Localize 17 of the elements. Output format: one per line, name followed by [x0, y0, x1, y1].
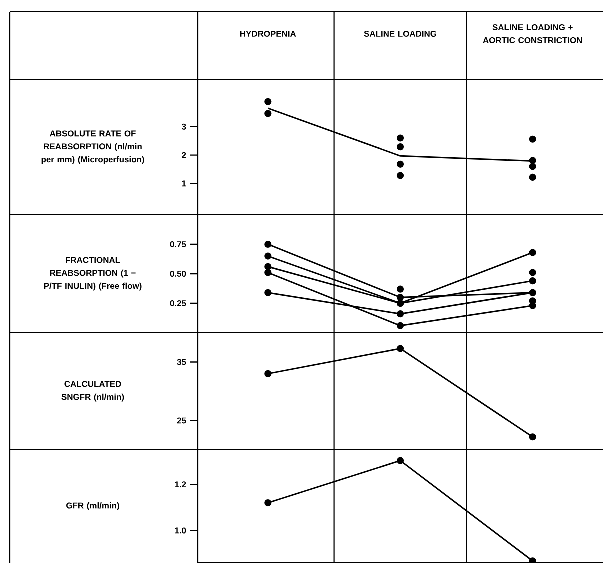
- y-tick-label: 1: [182, 180, 186, 187]
- y-tick-label: 0.75: [170, 241, 186, 248]
- y-tick-label: 35: [177, 359, 186, 366]
- y-tick-label: 1.2: [175, 482, 186, 488]
- x-tick-label: SALINE LOADING + AORTIC CONSTRICTION: [483, 24, 582, 44]
- x-tick-label: SALINE LOADING: [364, 30, 436, 37]
- y-axis-title: ABSOLUTE RATE OF REABSORPTION (nl/min per mm) (Microperfusion): [42, 130, 144, 164]
- y-tick-label: 0.25: [170, 300, 186, 306]
- y-tick-label: 2: [182, 152, 186, 158]
- y-axis-title: GFR (ml/min): [66, 502, 120, 510]
- y-tick-label: 25: [177, 418, 186, 424]
- y-axis-title: CALCULATED SNGFR (nl/min): [62, 381, 124, 402]
- y-tick-label: 3: [182, 124, 186, 130]
- y-axis-title: FRACTIONAL REABSORPTION (1 − P/TF INULIN) (Free flow): [44, 257, 142, 291]
- x-tick-label: HYDROPENIA: [240, 30, 296, 37]
- y-tick-label: 1.0: [175, 528, 186, 534]
- y-tick-label: 0.50: [170, 270, 186, 277]
